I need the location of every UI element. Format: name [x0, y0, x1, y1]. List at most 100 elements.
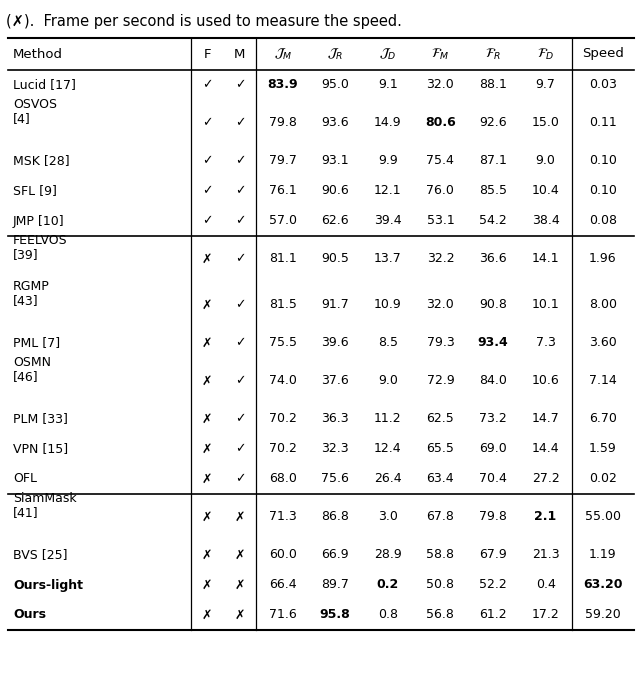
Text: 6.70: 6.70 — [589, 412, 617, 425]
Text: 32.2: 32.2 — [427, 252, 454, 265]
Text: ✓: ✓ — [235, 155, 245, 168]
Text: 90.8: 90.8 — [479, 298, 507, 311]
Text: $\mathcal{J}_D$: $\mathcal{J}_D$ — [380, 47, 396, 62]
Text: 81.5: 81.5 — [269, 298, 296, 311]
Text: 95.8: 95.8 — [320, 609, 351, 622]
Text: JMP [10]: JMP [10] — [13, 215, 65, 228]
Text: ✓: ✓ — [202, 155, 212, 168]
Text: 1.19: 1.19 — [589, 549, 617, 562]
Text: ✓: ✓ — [235, 116, 245, 129]
Text: OFL: OFL — [13, 473, 37, 486]
Text: 0.2: 0.2 — [377, 579, 399, 592]
Text: 92.6: 92.6 — [479, 116, 507, 129]
Text: 66.9: 66.9 — [321, 549, 349, 562]
Text: 7.3: 7.3 — [536, 337, 556, 350]
Text: 71.6: 71.6 — [269, 609, 296, 622]
Text: 67.8: 67.8 — [426, 510, 454, 523]
Text: 93.6: 93.6 — [321, 116, 349, 129]
Text: MSK [28]: MSK [28] — [13, 155, 70, 168]
Text: 52.2: 52.2 — [479, 579, 507, 592]
Text: ✓: ✓ — [235, 252, 245, 265]
Text: OSVOS
[4]: OSVOS [4] — [13, 98, 57, 125]
Text: Speed: Speed — [582, 47, 624, 60]
Text: 54.2: 54.2 — [479, 215, 507, 228]
Text: 14.1: 14.1 — [532, 252, 559, 265]
Text: 75.6: 75.6 — [321, 473, 349, 486]
Text: 87.1: 87.1 — [479, 155, 507, 168]
Text: 32.3: 32.3 — [321, 443, 349, 456]
Text: 79.3: 79.3 — [426, 337, 454, 350]
Text: ✗: ✗ — [202, 549, 212, 562]
Text: 15.0: 15.0 — [532, 116, 559, 129]
Text: 91.7: 91.7 — [321, 298, 349, 311]
Text: 63.20: 63.20 — [583, 579, 623, 592]
Text: 89.7: 89.7 — [321, 579, 349, 592]
Text: 38.4: 38.4 — [532, 215, 559, 228]
Text: 79.8: 79.8 — [479, 510, 507, 523]
Text: 10.9: 10.9 — [374, 298, 402, 311]
Text: ✗: ✗ — [202, 443, 212, 456]
Text: 79.7: 79.7 — [269, 155, 296, 168]
Text: 1.59: 1.59 — [589, 443, 617, 456]
Text: 9.7: 9.7 — [536, 79, 556, 92]
Text: 26.4: 26.4 — [374, 473, 402, 486]
Text: ✓: ✓ — [235, 298, 245, 311]
Text: 69.0: 69.0 — [479, 443, 507, 456]
Text: ✓: ✓ — [235, 412, 245, 425]
Text: 76.1: 76.1 — [269, 185, 296, 198]
Text: 53.1: 53.1 — [426, 215, 454, 228]
Text: 67.9: 67.9 — [479, 549, 507, 562]
Text: 0.03: 0.03 — [589, 79, 617, 92]
Text: 8.5: 8.5 — [378, 337, 398, 350]
Text: 37.6: 37.6 — [321, 375, 349, 388]
Text: ✗: ✗ — [235, 609, 245, 622]
Text: 9.1: 9.1 — [378, 79, 397, 92]
Text: ✗: ✗ — [202, 298, 212, 311]
Text: ✓: ✓ — [235, 443, 245, 456]
Text: Ours-light: Ours-light — [13, 579, 83, 592]
Text: $\mathcal{F}_M$: $\mathcal{F}_M$ — [431, 47, 450, 62]
Text: ✓: ✓ — [235, 337, 245, 350]
Text: 93.1: 93.1 — [321, 155, 349, 168]
Text: 86.8: 86.8 — [321, 510, 349, 523]
Text: ✗: ✗ — [202, 473, 212, 486]
Text: 10.6: 10.6 — [532, 375, 559, 388]
Text: ✗: ✗ — [202, 579, 212, 592]
Text: 83.9: 83.9 — [268, 79, 298, 92]
Text: F: F — [204, 47, 211, 60]
Text: 88.1: 88.1 — [479, 79, 507, 92]
Text: 27.2: 27.2 — [532, 473, 559, 486]
Text: 70.2: 70.2 — [269, 412, 296, 425]
Text: 11.2: 11.2 — [374, 412, 402, 425]
Text: $\mathcal{J}_M$: $\mathcal{J}_M$ — [273, 47, 292, 62]
Text: 9.0: 9.0 — [378, 375, 398, 388]
Text: 61.2: 61.2 — [479, 609, 507, 622]
Text: ✗: ✗ — [235, 549, 245, 562]
Text: 59.20: 59.20 — [585, 609, 621, 622]
Text: 36.3: 36.3 — [321, 412, 349, 425]
Text: 8.00: 8.00 — [589, 298, 617, 311]
Text: Lucid [17]: Lucid [17] — [13, 79, 76, 92]
Text: 32.0: 32.0 — [426, 298, 454, 311]
Text: 1.96: 1.96 — [589, 252, 617, 265]
Text: 39.6: 39.6 — [321, 337, 349, 350]
Text: VPN [15]: VPN [15] — [13, 443, 68, 456]
Text: 0.11: 0.11 — [589, 116, 617, 129]
Text: 90.5: 90.5 — [321, 252, 349, 265]
Text: 73.2: 73.2 — [479, 412, 507, 425]
Text: (✗).  Frame per second is used to measure the speed.: (✗). Frame per second is used to measure… — [6, 14, 402, 29]
Text: 14.4: 14.4 — [532, 443, 559, 456]
Text: PML [7]: PML [7] — [13, 337, 60, 350]
Text: 32.0: 32.0 — [426, 79, 454, 92]
Text: 85.5: 85.5 — [479, 185, 507, 198]
Text: ✓: ✓ — [202, 116, 212, 129]
Text: FEELVOS
[39]: FEELVOS [39] — [13, 233, 68, 261]
Text: 14.7: 14.7 — [532, 412, 559, 425]
Text: 58.8: 58.8 — [426, 549, 454, 562]
Text: OSMN
[46]: OSMN [46] — [13, 356, 51, 384]
Text: ✗: ✗ — [235, 510, 245, 523]
Text: 95.0: 95.0 — [321, 79, 349, 92]
Text: 0.4: 0.4 — [536, 579, 556, 592]
Text: 7.14: 7.14 — [589, 375, 617, 388]
Text: 90.6: 90.6 — [321, 185, 349, 198]
